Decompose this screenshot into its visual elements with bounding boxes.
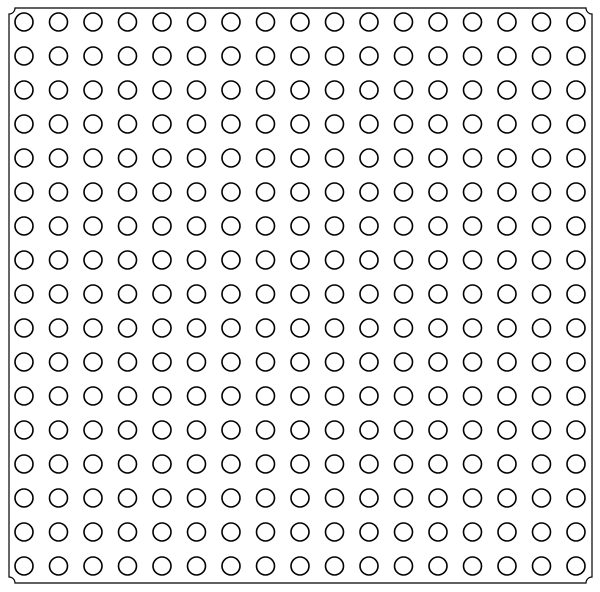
panel-svg bbox=[0, 0, 600, 592]
panel-bg bbox=[0, 0, 600, 592]
perforated-panel-diagram bbox=[0, 0, 600, 592]
